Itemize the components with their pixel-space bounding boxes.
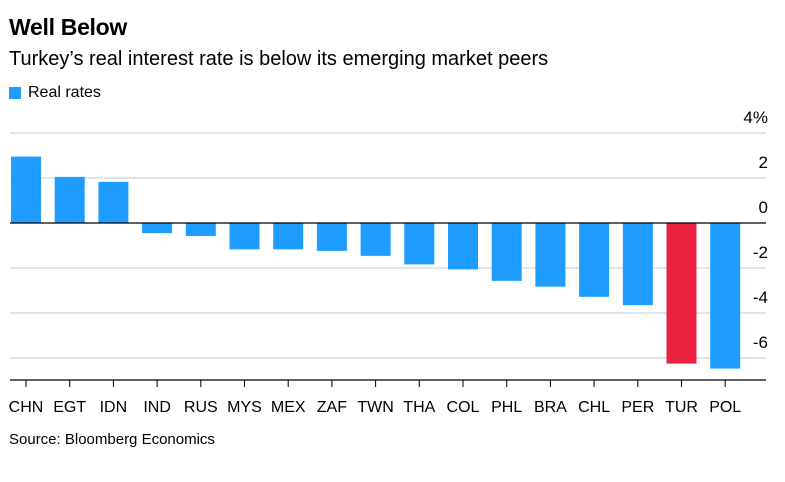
source-note: Source: Bloomberg Economics xyxy=(9,431,215,448)
bar-mex xyxy=(273,223,304,250)
legend: Real rates xyxy=(9,84,101,102)
x-tick-label: MYS xyxy=(227,399,262,416)
y-tick-label: 4% xyxy=(743,108,768,127)
x-tick-label: TWN xyxy=(357,399,393,416)
chart-title: Well Below xyxy=(9,14,127,40)
bar-idn xyxy=(98,181,129,223)
x-tick-label: EGT xyxy=(53,399,86,416)
x-tick-label: CHN xyxy=(9,399,44,416)
x-tick-label: IND xyxy=(143,399,171,416)
x-tick-label: CHL xyxy=(578,399,610,416)
bar-phl xyxy=(491,223,522,281)
bar-col xyxy=(448,223,478,270)
x-tick-label: IDN xyxy=(100,399,128,416)
legend-label: Real rates xyxy=(28,84,101,101)
y-tick-label: -2 xyxy=(753,243,768,262)
chart-subtitle: Turkey’s real interest rate is below its… xyxy=(9,48,549,70)
y-tick-label: 2 xyxy=(759,153,768,172)
y-tick-label: 0 xyxy=(759,198,768,217)
x-tick-label: RUS xyxy=(184,399,218,416)
bar-pol xyxy=(710,223,741,369)
bar-per xyxy=(622,223,653,306)
bar-chn xyxy=(11,156,41,223)
bar-egt xyxy=(54,176,85,223)
bar-mys xyxy=(229,223,260,250)
bar-bra xyxy=(535,223,566,287)
y-tick-label: -6 xyxy=(753,333,768,352)
x-tick-label: PER xyxy=(621,399,654,416)
x-tick-label: TUR xyxy=(665,399,698,416)
x-tick-label: COL xyxy=(447,399,480,416)
x-tick-label: PHL xyxy=(491,399,522,416)
x-tick-label: MEX xyxy=(271,399,306,416)
x-tick-label: ZAF xyxy=(317,399,347,416)
legend-swatch xyxy=(9,87,21,99)
y-tick-label: -4 xyxy=(753,288,768,307)
bar-ind xyxy=(142,223,173,234)
bar-zaf xyxy=(316,223,347,251)
x-tick-label: THA xyxy=(403,399,435,416)
bar-tur xyxy=(666,223,697,364)
bar-rus xyxy=(185,223,216,237)
x-tick-label: BRA xyxy=(534,399,567,416)
bar-chl xyxy=(579,223,610,297)
x-tick-label: POL xyxy=(709,399,741,416)
bar-tha xyxy=(404,223,435,265)
bar-twn xyxy=(360,223,391,256)
